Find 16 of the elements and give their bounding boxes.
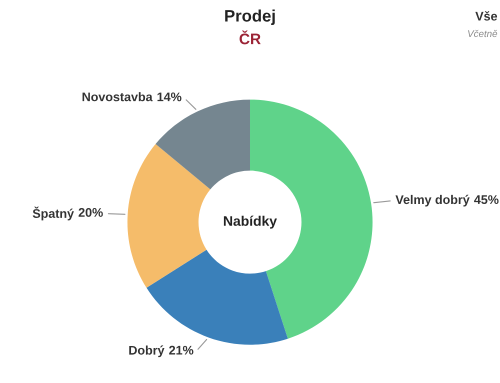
donut-slice bbox=[146, 250, 288, 345]
slice-label: Novostavba bbox=[82, 92, 153, 102]
data-label: 45% bbox=[474, 195, 499, 204]
slice-label: Velmy dobrý bbox=[395, 194, 470, 207]
text: Vše bbox=[475, 11, 498, 21]
data-label: 14% bbox=[158, 92, 182, 102]
data-label: 21% bbox=[169, 346, 194, 355]
slice-label: Dobrý bbox=[129, 345, 164, 358]
donut-slice bbox=[127, 144, 210, 288]
chart-subtitle: ČR bbox=[240, 30, 261, 44]
data-label: 20% bbox=[78, 208, 103, 217]
text: Nabídky bbox=[224, 216, 277, 229]
chart-title: Prodej bbox=[225, 9, 275, 26]
donut-slice bbox=[156, 100, 250, 190]
text: Včetně bbox=[468, 30, 498, 38]
slice-label: Špatný bbox=[32, 206, 74, 220]
